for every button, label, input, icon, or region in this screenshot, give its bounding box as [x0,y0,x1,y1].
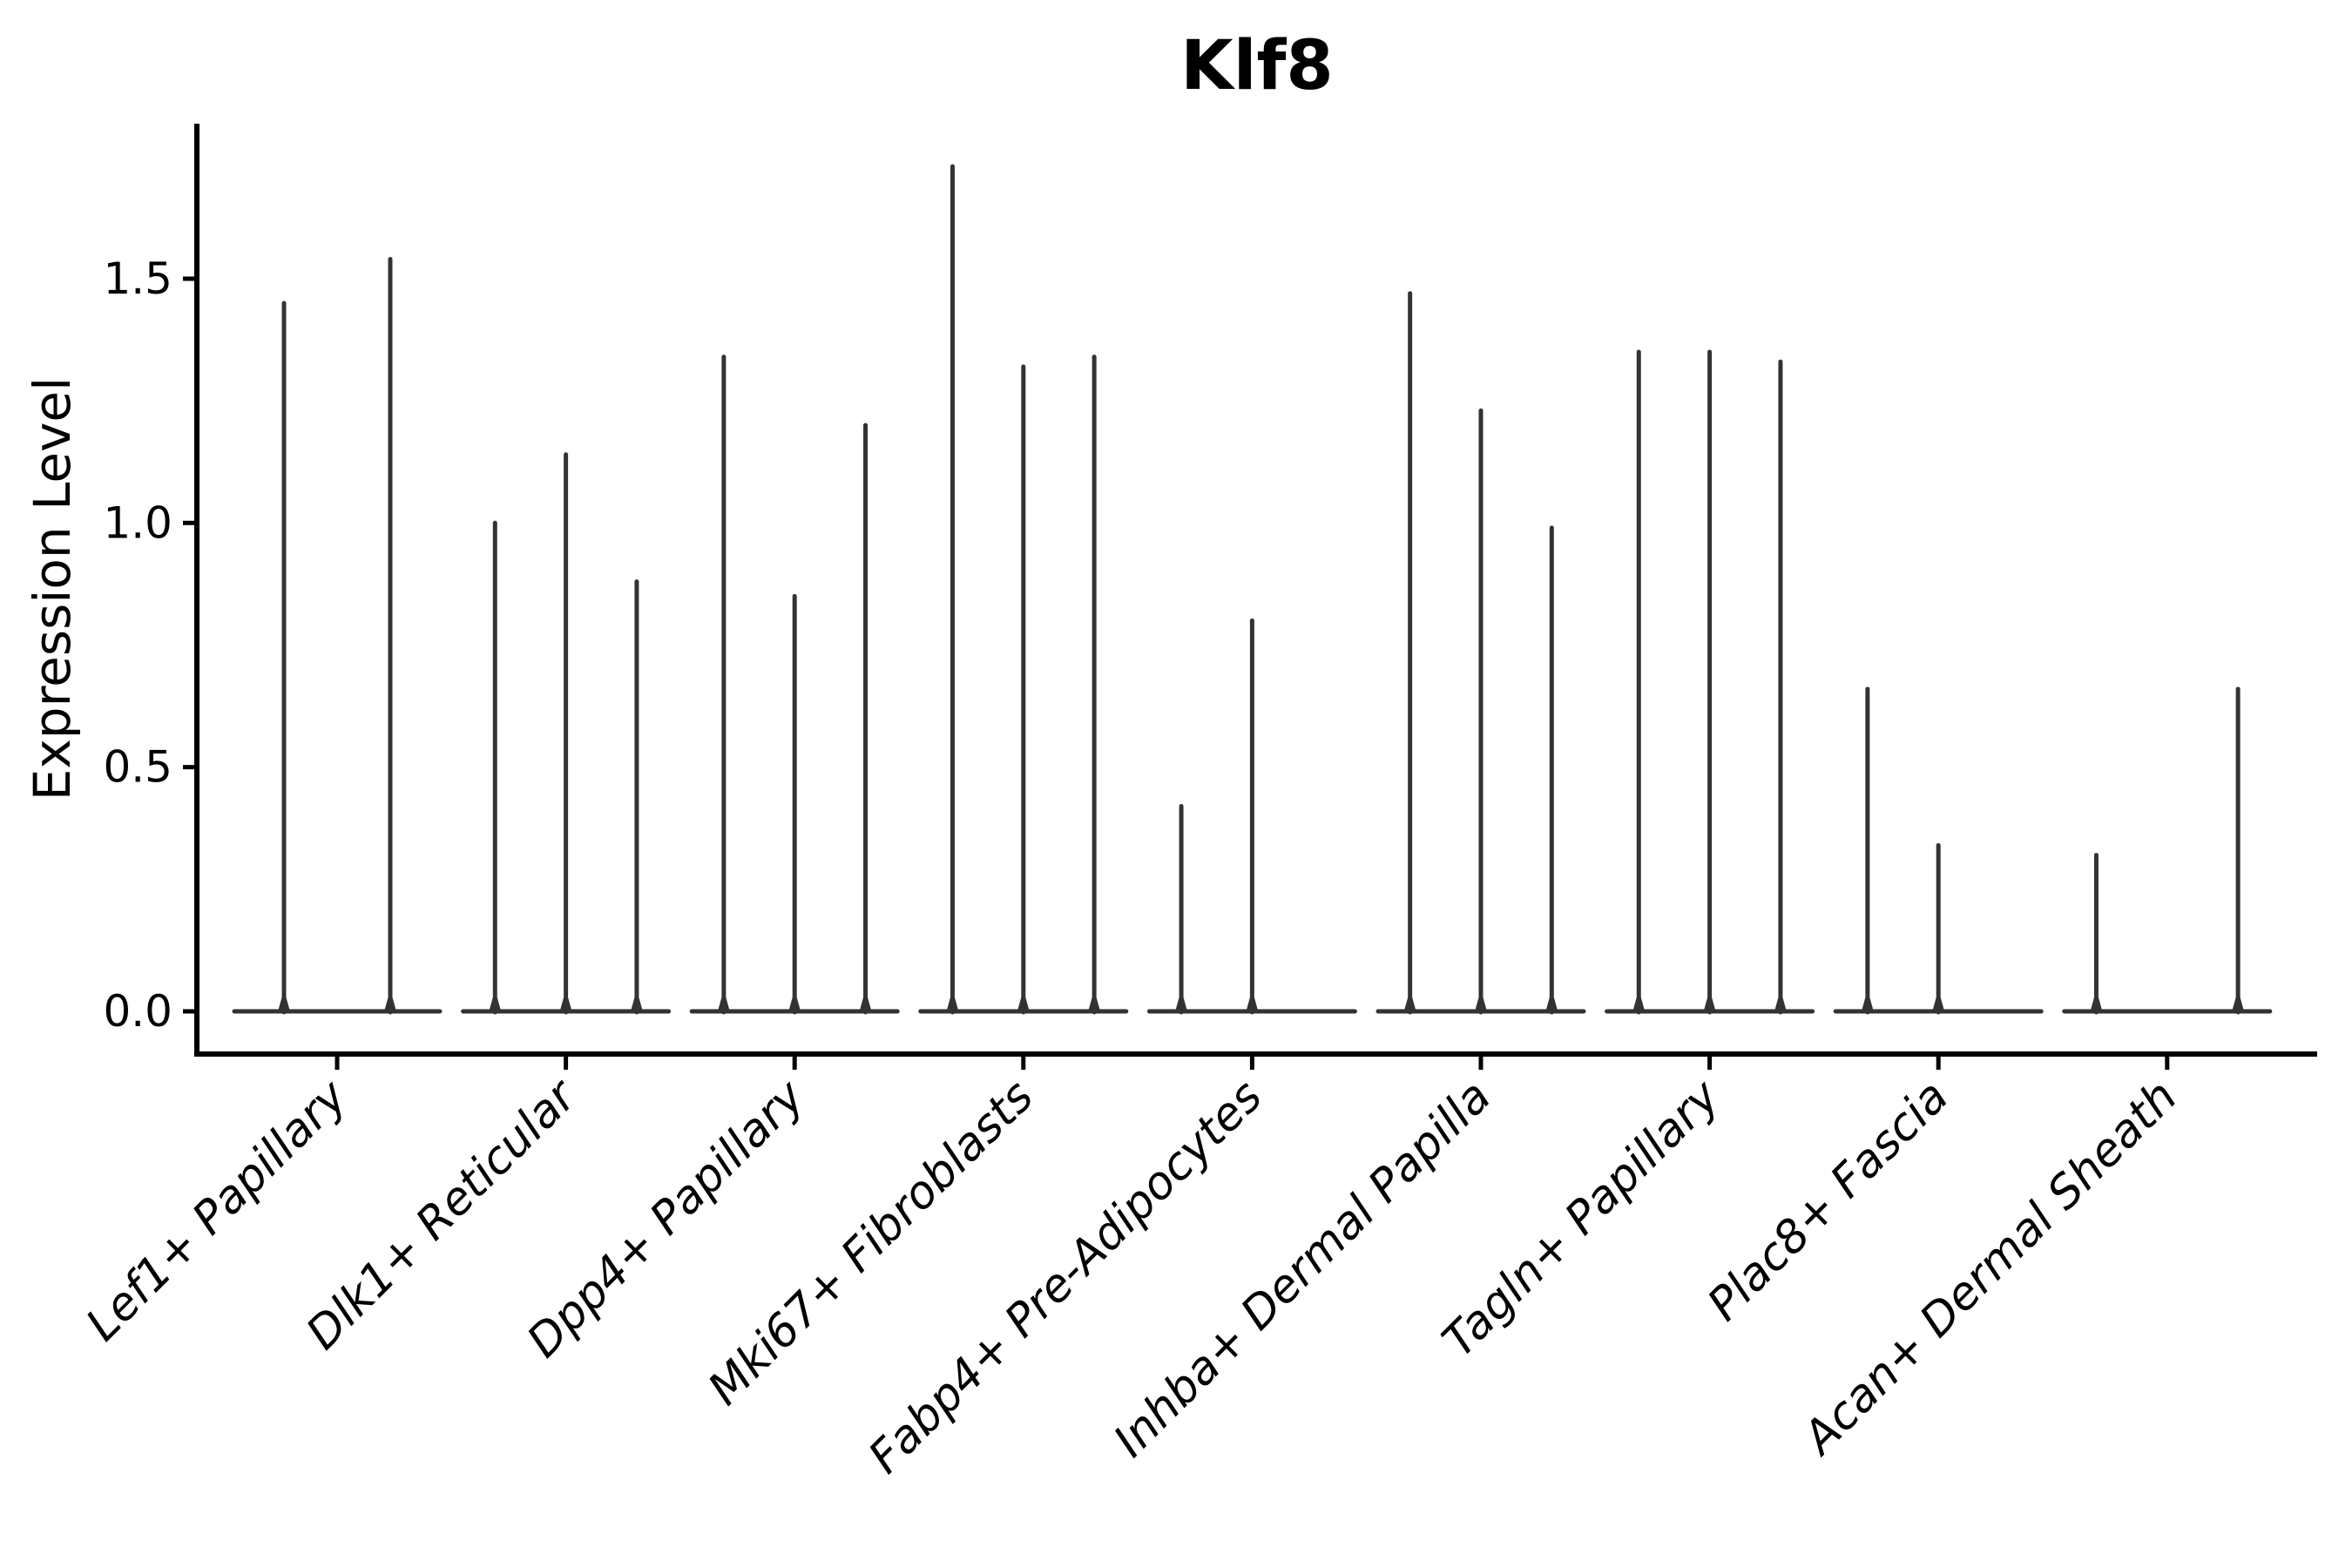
violin-category-group [1375,291,1586,1015]
violin-category-group [232,257,443,1015]
violin-category-group [2062,686,2273,1015]
x-tick-label: Fabp4+ Pre-Adipocytes [859,1071,1273,1484]
y-axis-label: Expression Level [23,377,82,801]
x-tick-label: Plac8+ Fascia [1698,1071,1958,1331]
violin-category-group [1146,618,1357,1015]
y-tick-label: 0.5 [103,742,172,793]
y-tick-label: 1.0 [103,497,172,548]
axes-spines [194,124,2317,1057]
x-tick-label: Inhba+ Dermal Papilla [1104,1071,1501,1468]
violin-category-group [1833,686,2044,1015]
y-tick-label: 1.5 [103,253,172,304]
chart-title: Klf8 [1180,27,1333,105]
violin-category-group [918,164,1129,1015]
violins-layer [232,164,2273,1015]
y-axis-ticks: 0.0 0.5 1.0 1.5 [103,253,197,1037]
violin-category-group [689,355,900,1015]
x-tick-label: Acan+ Dermal Sheath [1792,1071,2187,1466]
violin-category-group [461,452,672,1015]
violin-category-group [1605,349,1815,1015]
y-tick-label: 0.0 [103,986,172,1037]
